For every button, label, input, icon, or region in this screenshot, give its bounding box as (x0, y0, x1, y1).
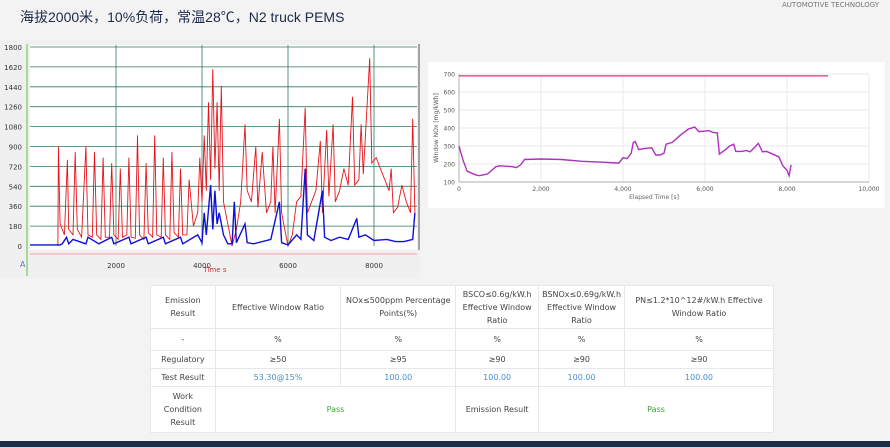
table-cell: ≥95 (340, 350, 457, 369)
x-tick-label: 8000 (365, 262, 383, 270)
x-tick-label: 6000 (279, 262, 297, 270)
y-tick-label: 700 (444, 72, 456, 79)
table-cell: % (538, 328, 626, 351)
bottom-bar (0, 441, 890, 447)
y-tick-label: 500 (444, 108, 456, 115)
y-tick-label: 1620 (4, 64, 22, 72)
y-tick-label: 720 (9, 163, 22, 171)
y-axis-label: Window NOx [mg/kWh] (433, 93, 440, 163)
y-tick-label: 180 (9, 223, 22, 231)
y-tick-label: 300 (444, 144, 456, 151)
y-tick-label: 900 (9, 144, 22, 152)
table-cell: 100.00 (455, 368, 540, 387)
header-cell: Effective Window Ratio (214, 285, 342, 329)
table-cell: ≥50 (214, 350, 342, 369)
x-tick-label: 2000 (107, 262, 125, 270)
y-tick-label: 200 (444, 162, 456, 169)
x-tick-label: 8,000 (778, 186, 795, 193)
table-cell: 100.00 (538, 368, 626, 387)
x-tick-label: 4000 (193, 262, 211, 270)
window-nox-chart: 100 200 300 400 500 600 700 0 2,000 4,000 6,000 8,0… (433, 72, 880, 202)
table-cell: % (214, 328, 342, 351)
y-tick-label: 600 (444, 90, 456, 97)
logo-watermark: AUTOMOTIVE TECHNOLOGY (782, 1, 880, 9)
table-cell: 53.30@15% (214, 368, 342, 387)
result-row: Work Condition Result Pass Emission Resu… (150, 386, 774, 433)
window-nox-chart-panel: 100 200 300 400 500 600 700 0 2,000 4,000 6,000 8,0… (428, 62, 885, 208)
y-tick-label: 360 (9, 203, 22, 211)
plot-area (30, 45, 417, 250)
test-result-row: Test Result 53.30@15% 100.00 100.00 100.… (150, 368, 774, 387)
x-tick-label: 0 (457, 186, 461, 193)
header-cell: Emission Result (150, 285, 216, 329)
emission-result-value: Pass (538, 386, 774, 433)
y-tick-label: 400 (444, 126, 456, 133)
x-tick-label: 2,000 (532, 186, 549, 193)
table-cell: Test Result (150, 368, 216, 387)
table-cell: ≥90 (624, 350, 774, 369)
work-condition-label: Work Condition Result (150, 386, 216, 433)
y-tick-label: 540 (9, 183, 22, 191)
table-cell: 100.00 (624, 368, 774, 387)
table-header-row: Emission Result Effective Window Ratio N… (150, 285, 774, 329)
y-tick-label: 0 (18, 243, 22, 251)
table-cell: % (340, 328, 457, 351)
table-cell: - (150, 328, 216, 351)
header-cell: BSNOx≤0.69g/kW.h Effective Window Ratio (538, 285, 626, 329)
window-nox-line (458, 126, 792, 179)
series-line-red (57, 58, 416, 248)
raw-emission-chart: 0 180 360 540 720 900 1080 1260 1440 1620 1800 2000… (4, 44, 420, 276)
corner-label: A (20, 260, 26, 269)
table-cell: 100.00 (340, 368, 457, 387)
emission-results-table: Emission Result Effective Window Ratio N… (150, 285, 774, 433)
table-cell: ≥90 (455, 350, 540, 369)
header-cell: NOx≤500ppm Percentage Points(%) (340, 285, 457, 329)
table-cell: Regulatory (150, 350, 216, 369)
work-condition-value: Pass (214, 386, 457, 433)
raw-emission-chart-panel: 0 180 360 540 720 900 1080 1260 1440 1620 1800 2000… (0, 40, 420, 278)
y-tick-label: 1800 (4, 44, 22, 52)
page-title: 海拔2000米，10%负荷，常温28℃，N2 truck PEMS (20, 9, 345, 25)
series-line-blue (30, 168, 416, 246)
x-tick-label: 10,000 (859, 186, 880, 193)
header-cell: PN≤1.2*10^12#/kW.h Effective Window Rati… (624, 285, 774, 329)
regulatory-row: Regulatory ≥50 ≥95 ≥90 ≥90 ≥90 (150, 350, 774, 369)
emission-result-label: Emission Result (455, 386, 540, 433)
units-row: - % % % % % (150, 328, 774, 351)
x-axis-label: Elapsed Time [s] (629, 194, 679, 201)
table-cell: % (624, 328, 774, 351)
y-tick-label: 1440 (4, 84, 22, 92)
table-cell: % (455, 328, 540, 351)
y-tick-label: 1260 (4, 104, 22, 112)
y-tick-label: 100 (444, 180, 456, 187)
header-cell: BSCO≤0.6g/kW.h Effective Window Ratio (455, 285, 540, 329)
y-tick-label: 1080 (4, 124, 22, 132)
x-tick-label: 4,000 (614, 186, 631, 193)
x-axis-label: Time s (202, 266, 226, 274)
x-tick-label: 6,000 (696, 186, 713, 193)
table-cell: ≥90 (538, 350, 626, 369)
